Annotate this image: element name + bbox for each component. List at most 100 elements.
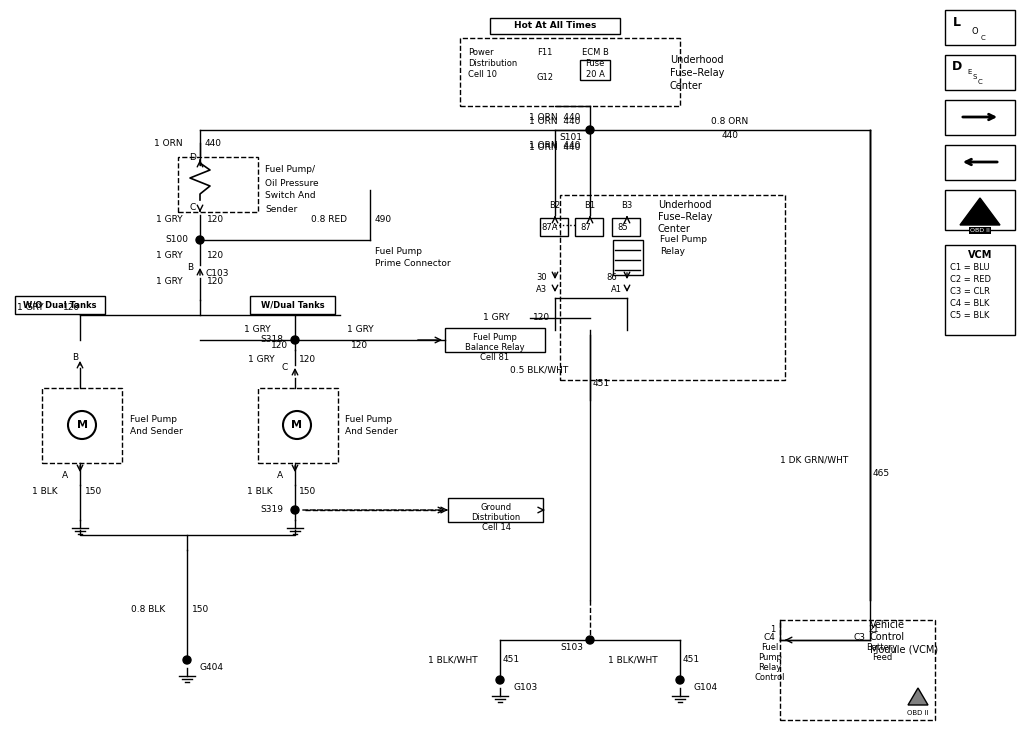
Text: Power
Distribution
Cell 10: Power Distribution Cell 10 [468,48,517,79]
Text: C: C [978,79,982,85]
Text: C2 = RED: C2 = RED [950,276,991,284]
Text: 0.8 ORN: 0.8 ORN [712,117,749,127]
Bar [445,328,545,352]
Text: B2: B2 [550,201,560,210]
Text: 150: 150 [85,487,102,496]
Bar [540,218,568,236]
Circle shape [291,336,299,344]
Bar [560,195,785,380]
Text: OBD II: OBD II [907,710,929,716]
Circle shape [586,636,594,644]
Bar [780,620,935,720]
Text: Control: Control [755,674,785,682]
Circle shape [68,411,96,439]
Text: W/O Dual Tanks: W/O Dual Tanks [24,301,96,309]
Text: S319: S319 [260,506,283,515]
Text: Fuel Pump: Fuel Pump [473,333,517,342]
Circle shape [183,656,191,664]
Text: 30: 30 [537,273,547,282]
Text: 1 ORN: 1 ORN [155,139,183,147]
Text: Module (VCM): Module (VCM) [870,644,938,654]
Text: E: E [968,69,972,75]
Text: VCM: VCM [968,250,992,260]
Text: 1 GRY: 1 GRY [245,325,271,334]
Text: 86: 86 [606,273,617,282]
Bar [580,60,610,80]
Text: Center: Center [658,224,691,234]
Text: 1 BLK: 1 BLK [248,487,273,496]
Text: 120: 120 [207,216,224,224]
Bar [945,245,1015,335]
Text: Ground: Ground [480,503,512,512]
Bar [945,10,1015,45]
Bar [178,157,258,212]
Text: 1 GRY: 1 GRY [157,251,183,259]
Text: Vehicle: Vehicle [870,620,905,630]
Text: Fuel Pump: Fuel Pump [375,248,422,257]
Text: C4 = BLK: C4 = BLK [950,300,989,309]
Text: 120: 120 [271,341,288,350]
Text: L: L [953,15,961,29]
Text: C5 = BLK: C5 = BLK [950,312,989,320]
Text: S100: S100 [165,235,188,245]
Text: Underhood
Fuse–Relay
Center: Underhood Fuse–Relay Center [670,55,724,92]
Text: 1 GRY: 1 GRY [483,314,510,323]
Text: Fuse–Relay: Fuse–Relay [658,212,713,222]
Text: 1 BLK/WHT: 1 BLK/WHT [608,655,658,665]
Text: B: B [187,263,194,273]
Text: 1 GRY: 1 GRY [249,356,275,364]
Text: C: C [189,204,197,213]
Text: 465: 465 [873,468,890,477]
Text: Relay: Relay [660,248,685,257]
Bar [613,240,643,275]
Text: Relay: Relay [759,663,781,672]
Bar [460,38,680,106]
Circle shape [496,676,504,684]
Text: 1 GRY: 1 GRY [157,278,183,287]
Text: 87A: 87A [541,224,557,232]
Text: C4: C4 [763,633,775,643]
Text: D: D [189,153,197,163]
Text: Distribution: Distribution [471,512,520,521]
Bar [490,18,620,34]
Text: Cell 81: Cell 81 [480,353,510,361]
Bar [449,498,543,522]
Text: B: B [72,353,78,363]
Text: 1: 1 [770,625,775,635]
Text: S: S [973,74,977,80]
Text: Oil Pressure: Oil Pressure [265,179,318,188]
Text: C3: C3 [853,633,865,643]
Text: 0.8 BLK: 0.8 BLK [131,605,165,614]
Bar [945,145,1015,180]
Text: W/Dual Tanks: W/Dual Tanks [261,301,325,309]
Text: C: C [981,35,985,41]
Circle shape [676,676,684,684]
Text: 120: 120 [534,314,550,323]
Text: O: O [972,28,978,37]
Text: 1 GRY: 1 GRY [347,325,374,334]
Text: 1 BLK/WHT: 1 BLK/WHT [428,655,478,665]
Polygon shape [908,688,928,705]
Text: Feed: Feed [871,654,892,663]
Text: Control: Control [870,632,905,642]
Text: 1 BLK: 1 BLK [33,487,58,496]
Bar [945,190,1015,230]
Text: Underhood: Underhood [658,200,712,210]
Text: ECM B
Fuse
20 A: ECM B Fuse 20 A [582,48,608,79]
Text: F11: F11 [538,48,553,57]
Text: 1 GRY: 1 GRY [17,303,44,312]
Bar [42,388,122,463]
Text: 0.5 BLK/WHT: 0.5 BLK/WHT [510,366,568,375]
Text: 1 GRY: 1 GRY [157,216,183,224]
Text: Fuel Pump/: Fuel Pump/ [265,166,315,174]
Circle shape [196,236,204,244]
Text: C103: C103 [205,268,228,278]
Text: G104: G104 [693,683,717,693]
Text: S103: S103 [560,644,583,652]
Text: 120: 120 [207,251,224,259]
Text: M: M [292,420,302,430]
Text: 120: 120 [351,341,369,350]
Text: M: M [77,420,87,430]
Text: A: A [61,471,68,479]
Circle shape [291,506,299,514]
